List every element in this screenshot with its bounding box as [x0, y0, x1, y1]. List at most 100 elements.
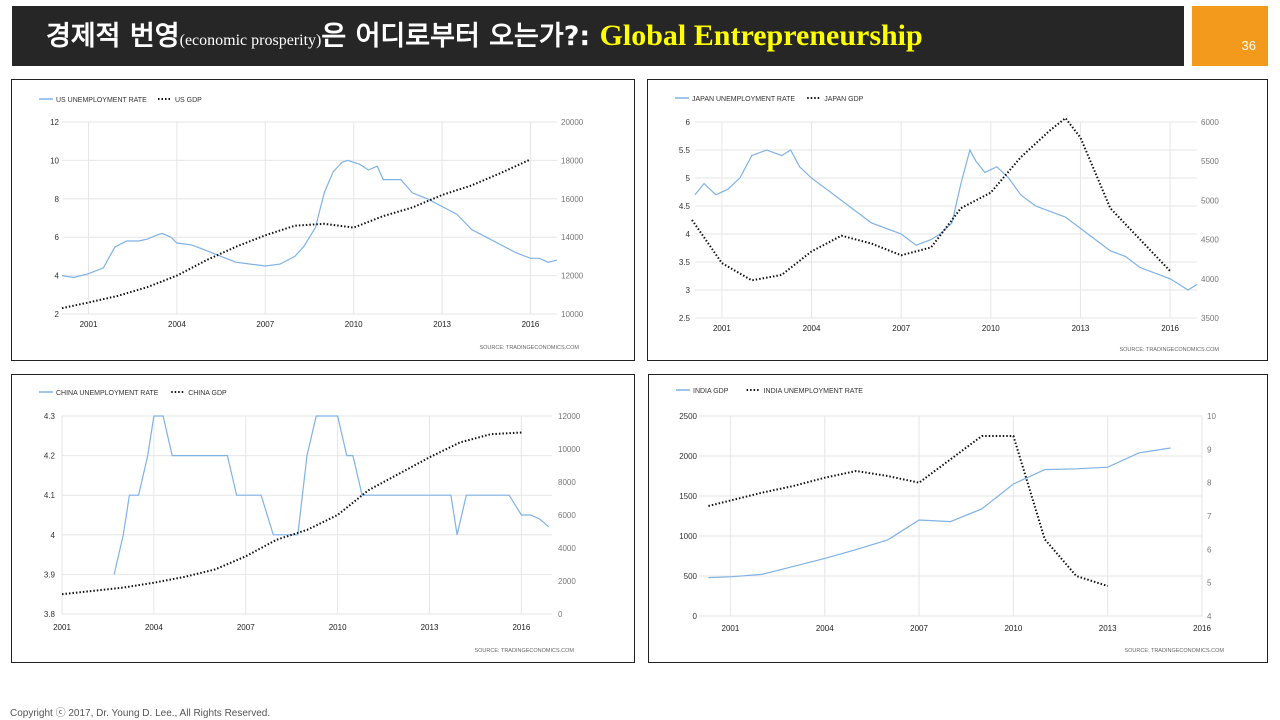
x-tick-label: 2004	[168, 320, 186, 329]
right-tick-label: 6000	[1201, 118, 1219, 127]
copyright-text: Copyright ⓒ 2017, Dr. Young D. Lee., All…	[10, 708, 271, 719]
right-tick-label: 12000	[558, 412, 581, 421]
legend-label: JAPAN UNEMPLOYMENT RATE	[692, 96, 795, 103]
left-tick-label: 4.5	[679, 202, 691, 211]
chart-panel-us: 2 4 6 8 10 12 10000 12000 14000 16000 18000 20000 20…	[11, 79, 635, 361]
left-tick-label: 1500	[679, 492, 697, 501]
left-tick-label: 2500	[679, 412, 697, 421]
x-tick-label: 2010	[329, 623, 347, 632]
right-tick-label: 7	[1207, 512, 1212, 521]
x-tick-label: 2007	[237, 623, 255, 632]
x-tick-label: 2013	[433, 320, 451, 329]
chart-panel-japan: 2.5 3 3.5 4 4.5 5 5.5 6 3500 4000 4500 5000 5500 6000…	[647, 79, 1268, 361]
right-tick-label: 4500	[1201, 236, 1219, 245]
right-tick-label: 0	[558, 610, 563, 619]
x-tick-label: 2010	[345, 320, 363, 329]
series-line	[61, 159, 558, 279]
x-tick-label: 2016	[1193, 624, 1211, 633]
page-title: 경제적 번영(economic prosperity)은 어디로부터 오는가?:…	[46, 6, 923, 66]
legend-label: US UNEMPLOYMENT RATE	[56, 97, 147, 104]
title-korean-question: 은 어디로부터 오는가?	[321, 21, 580, 52]
series-line	[708, 447, 1171, 579]
chart-japan: 2.5 3 3.5 4 4.5 5 5.5 6 3500 4000 4500 5000 5500 6000…	[675, 96, 1219, 353]
chart-india: 0 500 1000 1500 2000 2500 4 5 6 7 8 9 10 2001 2004 2007…	[676, 388, 1224, 654]
left-tick-label: 500	[684, 572, 698, 581]
legend-label: INDIA UNEMPLOYMENT RATE	[764, 388, 864, 395]
left-tick-label: 6	[55, 233, 60, 242]
left-tick-label: 2.5	[679, 314, 691, 323]
series-line	[61, 431, 522, 596]
left-tick-label: 4.1	[44, 491, 56, 500]
left-tick-label: 4	[55, 272, 60, 281]
right-tick-label: 14000	[561, 233, 584, 242]
x-tick-label: 2004	[816, 624, 834, 633]
legend-label: CHINA GDP	[188, 390, 227, 397]
x-tick-label: 2007	[892, 324, 910, 333]
right-tick-label: 10000	[561, 310, 584, 319]
page-number: 36	[1241, 38, 1256, 53]
chart-panel-india: 0 500 1000 1500 2000 2500 4 5 6 7 8 9 10 2001 2004 2007…	[648, 374, 1268, 663]
source-note: SOURCE: TRADINGECONOMICS.COM	[1124, 648, 1224, 654]
left-tick-label: 3.8	[44, 610, 56, 619]
right-tick-label: 16000	[561, 195, 584, 204]
right-tick-label: 4000	[558, 544, 576, 553]
left-tick-label: 5.5	[679, 146, 691, 155]
left-tick-label: 3	[686, 286, 691, 295]
right-tick-label: 3500	[1201, 314, 1219, 323]
series-line	[694, 148, 1198, 291]
x-tick-label: 2016	[512, 623, 530, 632]
legend-label: JAPAN GDP	[824, 96, 863, 103]
series-line	[708, 435, 1109, 587]
left-tick-label: 4	[686, 230, 691, 239]
x-tick-label: 2001	[713, 324, 731, 333]
legend-label: US GDP	[175, 97, 202, 104]
x-tick-label: 2016	[1161, 324, 1179, 333]
right-tick-label: 12000	[561, 272, 584, 281]
left-tick-label: 3.5	[679, 258, 691, 267]
left-tick-label: 8	[55, 195, 60, 204]
left-tick-label: 0	[693, 612, 698, 621]
chart-us: 2 4 6 8 10 12 10000 12000 14000 16000 18000 20000 20…	[39, 97, 584, 351]
left-tick-label: 12	[50, 118, 59, 127]
left-tick-label: 3.9	[44, 570, 56, 579]
x-tick-label: 2004	[803, 324, 821, 333]
title-bar: 경제적 번영(economic prosperity)은 어디로부터 오는가?:…	[12, 6, 1184, 66]
title-korean: 경제적 번영	[46, 21, 180, 52]
left-tick-label: 5	[686, 174, 691, 183]
right-tick-label: 8000	[558, 478, 576, 487]
title-english-paren: (economic prosperity)	[179, 32, 322, 49]
x-tick-label: 2004	[145, 623, 163, 632]
right-tick-label: 10	[1207, 412, 1216, 421]
left-tick-label: 6	[686, 118, 691, 127]
right-tick-label: 5000	[1201, 196, 1219, 205]
chart-china: 3.8 3.9 4 4.1 4.2 4.3 0 2000 4000 6000 8000 10000 12…	[39, 390, 581, 654]
right-tick-label: 2000	[558, 577, 576, 586]
x-tick-label: 2001	[53, 623, 71, 632]
series-line	[113, 415, 550, 575]
right-tick-label: 6000	[558, 511, 576, 520]
x-tick-label: 2001	[722, 624, 740, 633]
page-number-box: 36	[1192, 6, 1268, 66]
left-tick-label: 4.3	[44, 412, 56, 421]
right-tick-label: 20000	[561, 118, 584, 127]
x-tick-label: 2010	[982, 324, 1000, 333]
series-line	[61, 158, 531, 310]
right-tick-label: 18000	[561, 156, 584, 165]
chart-panel-china: 3.8 3.9 4 4.1 4.2 4.3 0 2000 4000 6000 8000 10000 12…	[11, 374, 635, 663]
right-tick-label: 4000	[1201, 275, 1219, 284]
left-tick-label: 10	[50, 156, 59, 165]
right-tick-label: 5500	[1201, 157, 1219, 166]
source-note: SOURCE: TRADINGECONOMICS.COM	[479, 345, 579, 351]
left-tick-label: 2000	[679, 452, 697, 461]
left-tick-label: 2	[55, 310, 60, 319]
left-tick-label: 1000	[679, 532, 697, 541]
x-tick-label: 2013	[421, 623, 439, 632]
legend-label: CHINA UNEMPLOYMENT RATE	[56, 390, 159, 397]
x-tick-label: 2007	[256, 320, 274, 329]
right-tick-label: 5	[1207, 579, 1212, 588]
left-tick-label: 4.2	[44, 452, 56, 461]
title-global-entrepreneurship: Global Entrepreneurship	[599, 19, 923, 52]
x-tick-label: 2010	[1004, 624, 1022, 633]
source-note: SOURCE: TRADINGECONOMICS.COM	[1119, 347, 1219, 353]
title-separator: :	[579, 21, 600, 52]
